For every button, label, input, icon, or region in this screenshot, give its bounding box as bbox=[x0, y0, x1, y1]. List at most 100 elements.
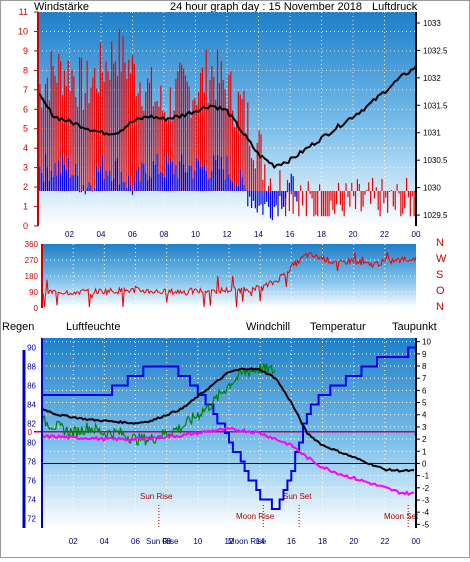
right-tick-label: 1029.5 bbox=[423, 211, 448, 220]
x-tick-label: 20 bbox=[349, 537, 358, 546]
x-tick-label: 10 bbox=[191, 230, 200, 239]
left-tick-label: 10 bbox=[18, 26, 28, 36]
right-tick-label: -2 bbox=[422, 484, 430, 493]
right-tick-label: -1 bbox=[422, 472, 430, 481]
left-tick-label: 0 bbox=[23, 221, 28, 231]
x-tick-label: 04 bbox=[100, 537, 109, 546]
left-tick-label: 74 bbox=[27, 496, 36, 505]
temperature-line bbox=[41, 367, 415, 473]
right-axis-label: Luftdruck bbox=[372, 1, 418, 13]
left-tick-label: 86 bbox=[27, 382, 36, 391]
x-tick-label: 06 bbox=[131, 537, 140, 546]
rain-label: Regen bbox=[2, 321, 34, 333]
right-tick-label: -5 bbox=[422, 520, 430, 529]
x-tick-label: 18 bbox=[317, 230, 326, 239]
x-tick-label: 16 bbox=[286, 230, 295, 239]
left-axis-label: Windstärke bbox=[34, 1, 89, 13]
dewpoint-label: Taupunkt bbox=[392, 321, 437, 333]
left-tick-label: 78 bbox=[27, 458, 36, 467]
right-tick-label: 9 bbox=[422, 350, 427, 359]
x-tick-label: 22 bbox=[380, 537, 389, 546]
compass-label: W bbox=[436, 253, 447, 265]
right-tick-label: 1032 bbox=[423, 74, 441, 83]
right-tick-label: 1031.5 bbox=[423, 101, 448, 110]
left-tick-label: 6 bbox=[23, 104, 28, 114]
left-tick-label: 8 bbox=[23, 65, 28, 75]
x-tick-label: 12 bbox=[225, 537, 234, 546]
left-tick-label: 84 bbox=[27, 401, 36, 410]
dewpoint-line bbox=[41, 427, 415, 497]
right-tick-label: 2 bbox=[422, 435, 427, 444]
x-tick-label: 06 bbox=[128, 230, 137, 239]
compass-label: S bbox=[436, 269, 443, 281]
left-tick-label: 0 bbox=[34, 304, 39, 313]
event-label: Moon Rise bbox=[236, 512, 275, 521]
x-tick-label: 04 bbox=[97, 230, 106, 239]
x-tick-label: 14 bbox=[254, 230, 263, 239]
right-tick-label: 10 bbox=[422, 338, 431, 347]
x-tick-label: 02 bbox=[69, 537, 78, 546]
x-tick-label: 00 bbox=[412, 230, 421, 239]
x-tick-label: 18 bbox=[318, 537, 327, 546]
right-tick-label: 1 bbox=[422, 447, 427, 456]
compass-label: N bbox=[436, 301, 444, 313]
x-tick-label: 12 bbox=[223, 230, 232, 239]
left-tick-label: 80 bbox=[27, 439, 36, 448]
left-tick-label: 11 bbox=[19, 7, 28, 17]
left-tick-label: 5 bbox=[23, 124, 28, 134]
rain-zero-label: 0 bbox=[28, 428, 33, 437]
right-tick-label: 3 bbox=[422, 423, 427, 432]
right-tick-label: 0 bbox=[422, 459, 427, 468]
left-tick-label: 88 bbox=[27, 363, 36, 372]
x-tick-label: 08 bbox=[160, 230, 169, 239]
right-tick-label: 1030.5 bbox=[423, 156, 448, 165]
compass-label: N bbox=[436, 237, 444, 249]
event-label: Sun Set bbox=[283, 492, 312, 501]
event-label: Moon Set bbox=[384, 512, 419, 521]
left-tick-label: 270 bbox=[25, 256, 39, 265]
chart-title: 24 hour graph day : 15 November 2018 bbox=[170, 1, 362, 13]
windchill-label: Windchill bbox=[246, 321, 290, 333]
x-tick-label: 02 bbox=[65, 230, 74, 239]
x-tick-label: 14 bbox=[256, 537, 265, 546]
x-tick-label: 20 bbox=[349, 230, 358, 239]
right-tick-label: 1032.5 bbox=[423, 46, 448, 55]
x-tick-label: 16 bbox=[287, 537, 296, 546]
event-axis-label: Moon Rise bbox=[228, 537, 267, 546]
x-tick-label: 08 bbox=[162, 537, 171, 546]
wind-direction-line bbox=[41, 251, 417, 308]
left-tick-label: 90 bbox=[27, 344, 36, 353]
temperature-label: Temperatur bbox=[310, 321, 366, 333]
left-tick-label: 9 bbox=[23, 46, 28, 56]
x-tick-label: 00 bbox=[412, 537, 421, 546]
left-tick-label: 4 bbox=[23, 143, 28, 153]
event-label: Sun Rise bbox=[140, 492, 173, 501]
right-tick-label: 1030 bbox=[423, 184, 441, 193]
right-tick-label: 1033 bbox=[423, 19, 441, 28]
humidity-label: Luftfeuchte bbox=[66, 321, 120, 333]
compass-label: O bbox=[436, 285, 445, 297]
left-tick-label: 90 bbox=[29, 288, 38, 297]
x-tick-label: 10 bbox=[193, 537, 202, 546]
right-tick-label: 8 bbox=[422, 362, 427, 371]
right-tick-label: 7 bbox=[422, 374, 427, 383]
right-tick-label: -3 bbox=[422, 496, 430, 505]
x-tick-label: 22 bbox=[380, 230, 389, 239]
right-tick-label: 4 bbox=[422, 411, 427, 420]
event-axis-label: Sun Rise bbox=[146, 537, 179, 546]
humidity-line bbox=[42, 346, 416, 510]
left-tick-label: 82 bbox=[27, 420, 36, 429]
pressure-line bbox=[37, 65, 417, 170]
left-tick-label: 2 bbox=[23, 182, 28, 192]
right-tick-label: 6 bbox=[422, 386, 427, 395]
left-tick-label: 76 bbox=[27, 477, 36, 486]
right-tick-label: -4 bbox=[422, 508, 430, 517]
left-tick-label: 3 bbox=[23, 163, 28, 173]
left-tick-label: 72 bbox=[27, 515, 36, 524]
right-tick-label: 5 bbox=[422, 399, 427, 408]
left-tick-label: 1 bbox=[23, 202, 28, 212]
left-tick-label: 7 bbox=[23, 85, 28, 95]
left-tick-label: 180 bbox=[25, 272, 39, 281]
left-tick-label: 360 bbox=[25, 240, 39, 249]
